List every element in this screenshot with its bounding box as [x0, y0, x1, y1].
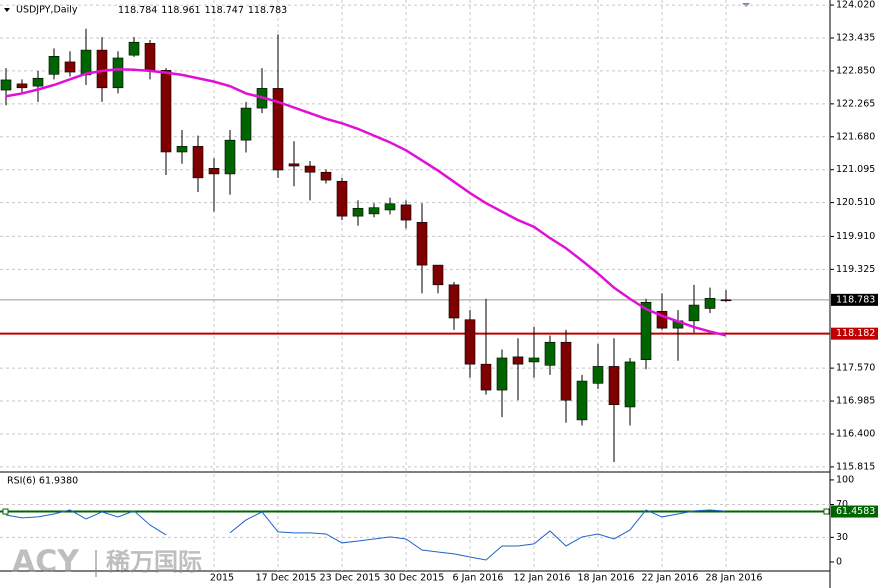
- menu-arrow[interactable]: [4, 8, 10, 12]
- ohlc-value: 118.784: [118, 5, 157, 16]
- ohlc-value: 118.783: [248, 5, 287, 16]
- candle-body: [96, 49, 108, 89]
- price-label: 118.783: [836, 294, 875, 305]
- candle-body: [208, 167, 220, 175]
- candle-body: [368, 207, 380, 215]
- candle-body: [720, 299, 732, 302]
- y-tick-label: 116.985: [836, 396, 875, 407]
- candle-body: [128, 41, 140, 56]
- candle-body: [688, 304, 700, 322]
- chart-title: USDJPY,Daily: [16, 5, 78, 16]
- x-tick-label: 2015: [210, 573, 234, 584]
- moving-average: [5, 67, 727, 337]
- y-tick-label: 117.570: [836, 363, 875, 374]
- candle-body: [512, 356, 524, 365]
- candle-body: [352, 207, 364, 217]
- candle-body: [480, 363, 492, 391]
- y-tick-label: 121.680: [836, 131, 875, 142]
- watermark: ACY 稀万国际: [12, 545, 202, 580]
- candle-body: [64, 61, 76, 73]
- y-tick-label: 115.815: [836, 461, 875, 472]
- rsi-level-handle: [2, 508, 9, 515]
- rsi-level-handle: [823, 508, 830, 515]
- price-label-box: [831, 327, 878, 340]
- x-tick-label: 30 Dec 2015: [384, 573, 445, 584]
- candle-body: [144, 43, 156, 71]
- candle-body: [336, 180, 348, 217]
- candle-body: [592, 366, 604, 384]
- candle-body: [560, 341, 572, 401]
- y-tick-label: 30: [836, 532, 848, 543]
- candle-body: [432, 264, 444, 286]
- candle-body: [112, 57, 124, 89]
- watermark-name: 稀万国际: [106, 548, 202, 576]
- ohlc-header: 118.784 118.961 118.747 118.783: [118, 5, 287, 16]
- y-tick-label: 122.850: [836, 65, 875, 76]
- rsi-level-label: 61.4583: [836, 506, 875, 517]
- y-tick-label: 124.020: [836, 0, 875, 11]
- candle-body: [224, 139, 236, 175]
- candle-body: [544, 341, 556, 366]
- y-tick-label: 119.910: [836, 231, 875, 242]
- ohlc-value: 118.961: [161, 5, 200, 16]
- candle-body: [704, 298, 716, 309]
- candle-body: [464, 319, 476, 365]
- candle-body: [48, 55, 60, 75]
- y-tick-label: 116.400: [836, 428, 875, 439]
- candle-body: [496, 357, 508, 391]
- y-tick-label: 120.510: [836, 197, 875, 208]
- x-tick-label: 17 Dec 2015: [256, 573, 317, 584]
- y-tick-label: 119.325: [836, 264, 875, 275]
- x-tick-label: 22 Jan 2016: [642, 573, 699, 584]
- candle-body: [384, 203, 396, 211]
- candle-body: [448, 284, 460, 319]
- y-tick-label: 123.435: [836, 32, 875, 43]
- x-tick-label: 23 Dec 2015: [320, 573, 381, 584]
- candle-body: [624, 361, 636, 408]
- candle-body: [304, 165, 316, 173]
- candle-body: [32, 77, 44, 87]
- x-tick-label: 28 Jan 2016: [706, 573, 763, 584]
- rsi-title: RSI(6) 61.9380: [7, 476, 78, 487]
- candle-body: [80, 49, 92, 76]
- candle-body: [160, 70, 172, 153]
- candle-body: [528, 357, 540, 363]
- y-tick-label: 122.265: [836, 98, 875, 109]
- rsi-level-box: [831, 505, 878, 518]
- candle-body: [272, 88, 284, 171]
- y-tick-label: 0: [836, 556, 842, 567]
- candle-body: [640, 301, 652, 360]
- candle-body: [400, 204, 412, 221]
- rsi-line: [5, 509, 727, 561]
- x-tick-label: 12 Jan 2016: [514, 573, 571, 584]
- candle-body: [0, 79, 12, 91]
- candle-body: [288, 163, 300, 167]
- candle-body: [608, 366, 620, 406]
- x-tick-label: 6 Jan 2016: [453, 573, 504, 584]
- y-tick-label: 70: [836, 499, 848, 510]
- candle-body: [192, 146, 204, 179]
- y-tick-label: 121.095: [836, 164, 875, 175]
- candle-body: [656, 310, 668, 329]
- ohlc-value: 118.747: [205, 5, 244, 16]
- candle-body: [416, 222, 428, 266]
- candle-body: [240, 107, 252, 141]
- watermark-logo: ACY: [12, 545, 80, 580]
- candle-body: [176, 146, 188, 153]
- y-tick-label: 100: [836, 474, 854, 485]
- x-tick-label: 18 Jan 2016: [578, 573, 635, 584]
- price-label-box: [831, 293, 878, 306]
- candle-body: [576, 380, 588, 421]
- price-label: 118.182: [836, 328, 875, 339]
- candle-body: [320, 171, 332, 181]
- candle-body: [16, 83, 28, 89]
